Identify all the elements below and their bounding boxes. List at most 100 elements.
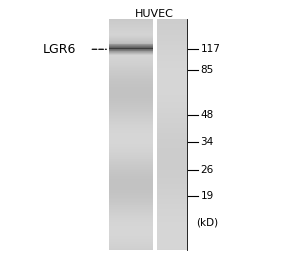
- Bar: [157, 70, 186, 71]
- Bar: [109, 172, 153, 173]
- Bar: [109, 155, 153, 156]
- Bar: [157, 229, 186, 230]
- Bar: [109, 70, 153, 71]
- Bar: [157, 51, 186, 52]
- Bar: [109, 94, 153, 95]
- Bar: [157, 230, 186, 231]
- Bar: [157, 218, 186, 219]
- Bar: [109, 101, 153, 102]
- Bar: [109, 177, 153, 178]
- Bar: [109, 201, 153, 202]
- Bar: [109, 113, 153, 114]
- Bar: [157, 115, 186, 116]
- Bar: [109, 109, 153, 110]
- Bar: [109, 119, 153, 120]
- Bar: [109, 30, 153, 31]
- Bar: [109, 174, 153, 175]
- Bar: [157, 141, 186, 142]
- Bar: [109, 247, 153, 248]
- Bar: [109, 209, 153, 210]
- Bar: [157, 249, 186, 250]
- Bar: [157, 129, 186, 130]
- Bar: [109, 77, 153, 78]
- Bar: [109, 217, 153, 218]
- Bar: [109, 114, 153, 115]
- Bar: [157, 74, 186, 75]
- Bar: [109, 135, 153, 136]
- Bar: [157, 241, 186, 242]
- Bar: [157, 145, 186, 146]
- Bar: [109, 163, 153, 164]
- Bar: [109, 64, 153, 65]
- Bar: [157, 182, 186, 183]
- Bar: [157, 19, 186, 20]
- Bar: [109, 75, 153, 76]
- Bar: [109, 116, 153, 117]
- Bar: [157, 80, 186, 81]
- Bar: [157, 46, 186, 47]
- Bar: [109, 31, 153, 32]
- Bar: [109, 249, 153, 250]
- Bar: [157, 41, 186, 42]
- Bar: [157, 224, 186, 225]
- Bar: [109, 219, 153, 220]
- Bar: [109, 226, 153, 227]
- Bar: [157, 222, 186, 223]
- Bar: [157, 119, 186, 120]
- Bar: [157, 140, 186, 141]
- Bar: [157, 63, 186, 64]
- Bar: [109, 25, 153, 26]
- Bar: [157, 125, 186, 126]
- Bar: [109, 146, 153, 147]
- Bar: [109, 96, 153, 97]
- Bar: [109, 144, 153, 145]
- Bar: [109, 152, 153, 153]
- Bar: [157, 174, 186, 175]
- Bar: [157, 76, 186, 77]
- Bar: [109, 58, 153, 59]
- Bar: [109, 225, 153, 226]
- Bar: [109, 213, 153, 214]
- Bar: [157, 102, 186, 103]
- Bar: [157, 187, 186, 188]
- Bar: [109, 180, 153, 181]
- Bar: [109, 115, 153, 116]
- Bar: [157, 39, 186, 40]
- Bar: [109, 121, 153, 122]
- Bar: [157, 180, 186, 181]
- Bar: [157, 188, 186, 189]
- Bar: [157, 134, 186, 135]
- Bar: [109, 145, 153, 146]
- Bar: [157, 221, 186, 222]
- Bar: [109, 35, 153, 36]
- Bar: [157, 160, 186, 161]
- Bar: [109, 22, 153, 23]
- Bar: [109, 241, 153, 242]
- Bar: [109, 29, 153, 30]
- Bar: [157, 201, 186, 202]
- Bar: [157, 173, 186, 174]
- Bar: [157, 117, 186, 118]
- Bar: [157, 205, 186, 206]
- Bar: [109, 183, 153, 184]
- Bar: [109, 60, 153, 61]
- Bar: [157, 179, 186, 180]
- Bar: [157, 22, 186, 23]
- Bar: [157, 98, 186, 99]
- Bar: [157, 217, 186, 218]
- Bar: [109, 143, 153, 144]
- Text: HUVEC: HUVEC: [135, 8, 173, 18]
- Bar: [109, 158, 153, 159]
- Bar: [109, 61, 153, 62]
- Bar: [109, 20, 153, 21]
- Bar: [157, 178, 186, 179]
- Bar: [157, 131, 186, 132]
- Bar: [109, 131, 153, 132]
- Bar: [157, 59, 186, 60]
- Bar: [109, 185, 153, 186]
- Bar: [157, 235, 186, 236]
- Bar: [157, 170, 186, 171]
- Bar: [157, 32, 186, 33]
- Bar: [157, 233, 186, 234]
- Bar: [157, 212, 186, 213]
